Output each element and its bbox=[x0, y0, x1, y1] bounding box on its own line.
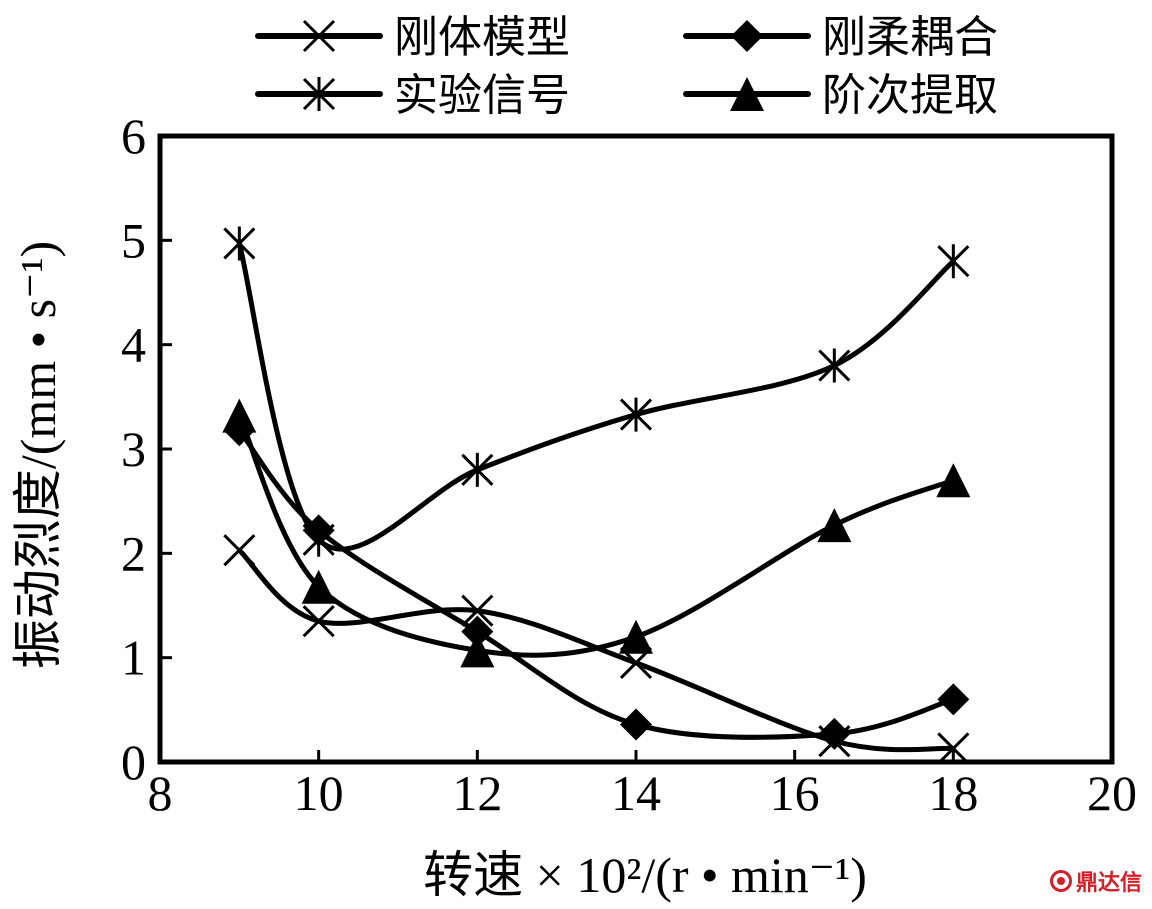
data-point-3 bbox=[818, 348, 851, 383]
legend-item-4: 阶次提取 bbox=[683, 71, 998, 120]
y-tick-label: 0 bbox=[121, 734, 146, 790]
data-point-2 bbox=[937, 683, 970, 716]
data-point-4 bbox=[222, 398, 257, 433]
legend-marker bbox=[302, 19, 336, 53]
y-tick-label: 3 bbox=[121, 421, 146, 477]
data-point-1 bbox=[302, 605, 335, 638]
data-point-3 bbox=[937, 244, 970, 279]
legend-marker bbox=[302, 77, 336, 111]
x-tick-label: 14 bbox=[611, 765, 661, 821]
legend-label: 实验信号 bbox=[394, 71, 570, 120]
data-point-3 bbox=[619, 397, 653, 432]
data-point-2 bbox=[461, 615, 494, 648]
legend-label: 阶次提取 bbox=[822, 71, 998, 120]
data-point-2 bbox=[818, 717, 851, 750]
series-line-2 bbox=[236, 427, 956, 740]
x-tick-label: 8 bbox=[148, 765, 173, 821]
legend-item-1: 刚体模型 bbox=[255, 13, 570, 62]
data-point-4 bbox=[817, 508, 852, 543]
data-point-3 bbox=[223, 226, 256, 261]
legend-item-3: 实验信号 bbox=[255, 71, 570, 120]
y-tick-label: 1 bbox=[121, 630, 146, 686]
data-point-4 bbox=[301, 569, 336, 604]
legend-marker bbox=[731, 20, 763, 52]
logo-icon bbox=[1049, 870, 1072, 892]
legend-marker bbox=[730, 77, 764, 111]
y-tick-label: 5 bbox=[121, 212, 146, 268]
data-point-1 bbox=[937, 732, 970, 765]
data-point-2 bbox=[620, 708, 652, 741]
x-tick-label: 10 bbox=[294, 765, 344, 821]
data-point-4 bbox=[936, 463, 971, 498]
legend-label: 刚柔耦合 bbox=[822, 13, 998, 62]
watermark: 鼎达信 bbox=[1049, 865, 1142, 897]
y-axis-title: 振动烈度/(mm • s⁻¹) bbox=[10, 241, 66, 669]
x-tick-label: 12 bbox=[452, 765, 502, 821]
data-point-4 bbox=[619, 619, 653, 654]
legend-item-2: 刚柔耦合 bbox=[683, 13, 998, 62]
plot-area bbox=[157, 133, 1115, 765]
series-line-3 bbox=[236, 240, 956, 552]
watermark-text: 鼎达信 bbox=[1075, 871, 1142, 896]
data-point-1 bbox=[223, 534, 256, 567]
plot-frame bbox=[157, 133, 1115, 765]
x-tick-label: 16 bbox=[770, 765, 820, 821]
data-point-4 bbox=[460, 633, 495, 668]
x-axis-title: 转速 × 10²/(r • min⁻¹) bbox=[423, 847, 867, 903]
x-tick-label: 20 bbox=[1087, 765, 1137, 821]
data-point-3 bbox=[461, 452, 494, 487]
y-tick-label: 2 bbox=[121, 525, 146, 581]
data-point-1 bbox=[461, 594, 494, 627]
y-tick-label: 6 bbox=[121, 108, 146, 164]
x-tick-label: 18 bbox=[928, 765, 978, 821]
data-point-3 bbox=[302, 522, 335, 557]
y-tick-label: 4 bbox=[121, 317, 146, 373]
legend-label: 刚体模型 bbox=[394, 13, 570, 62]
